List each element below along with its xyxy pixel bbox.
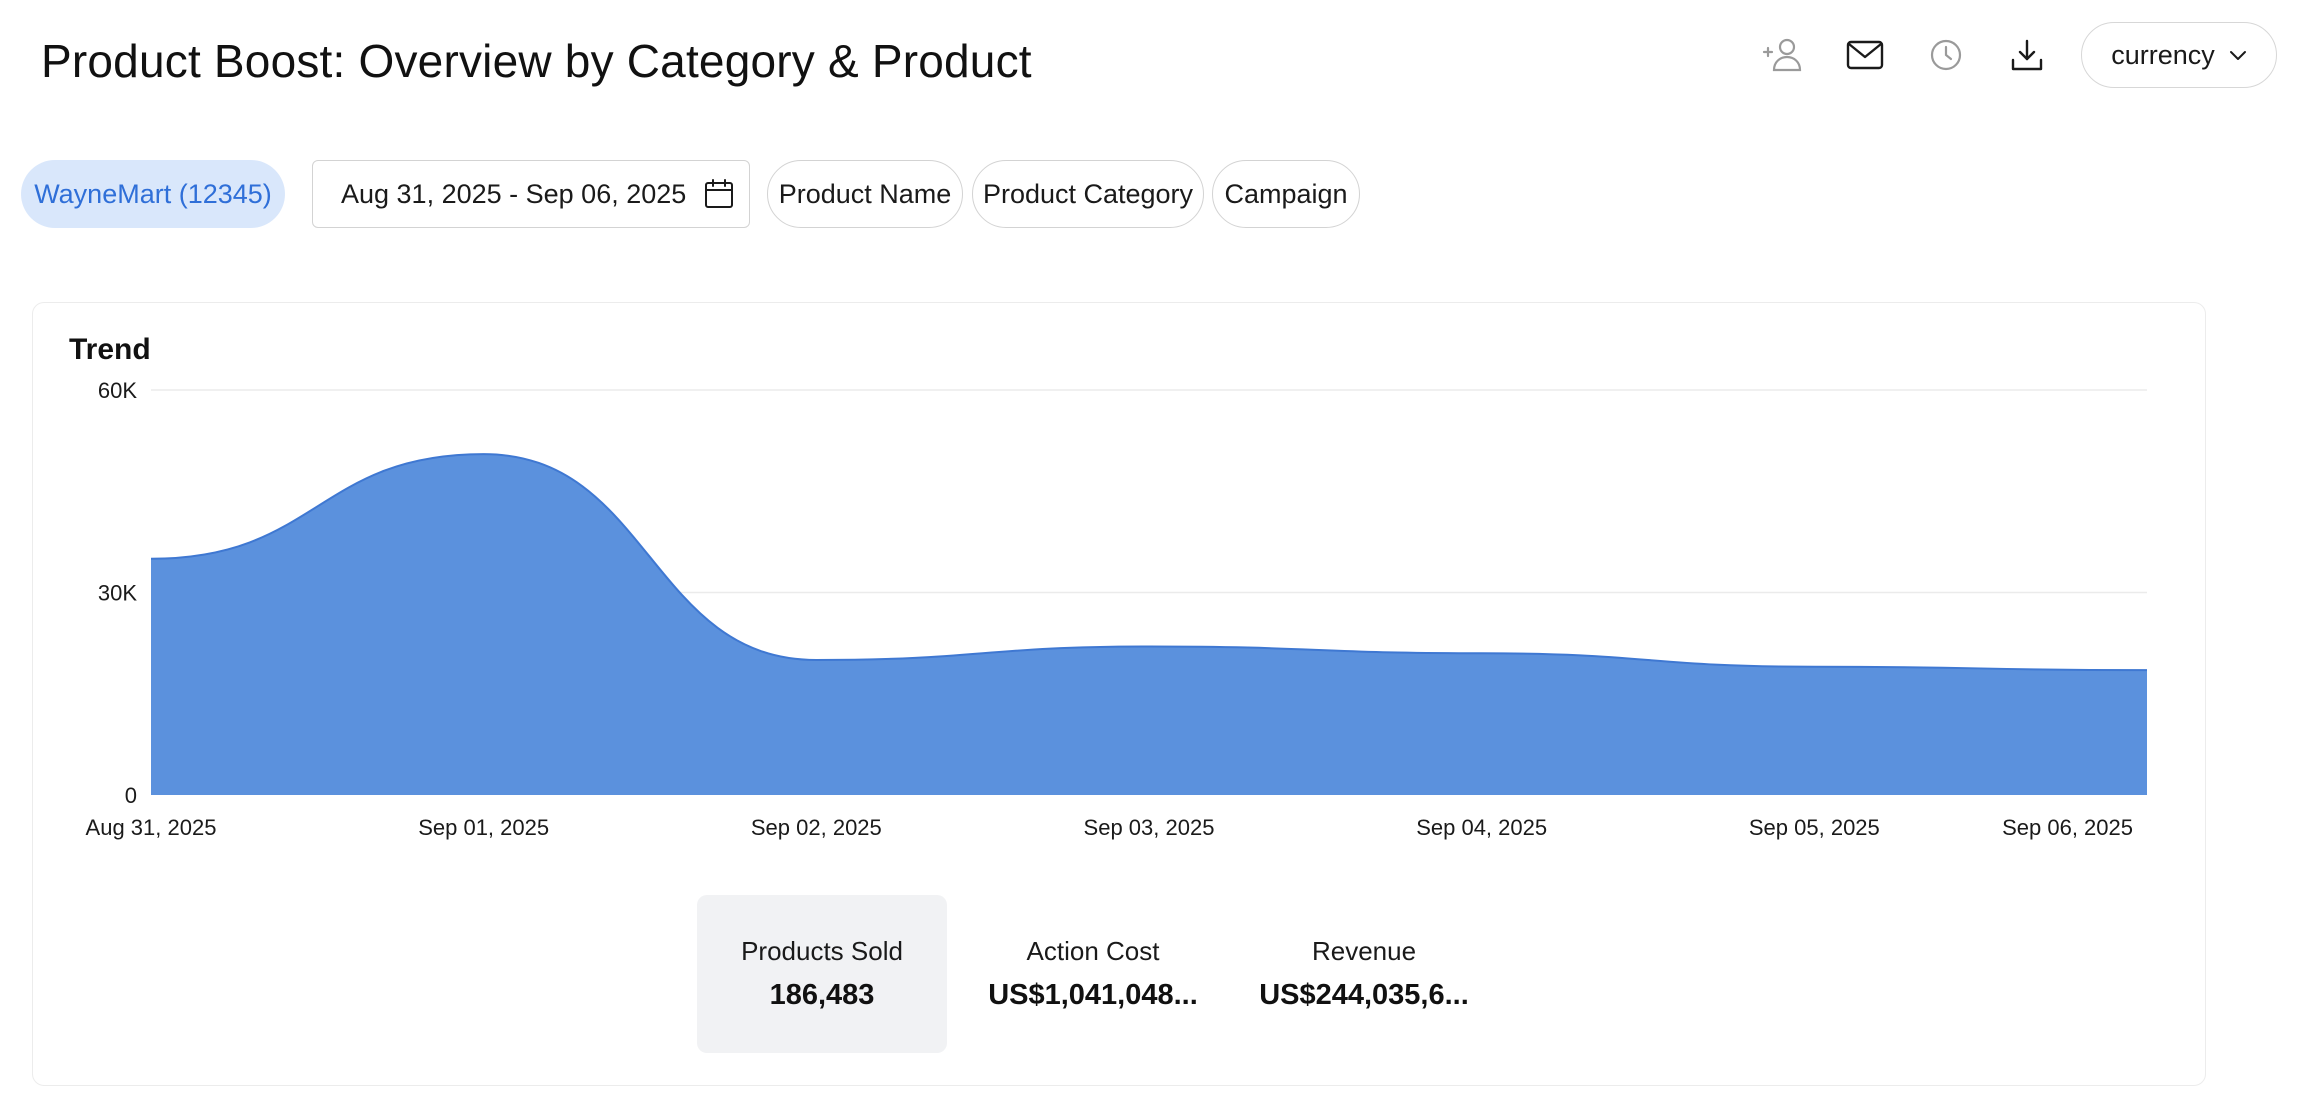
campaign-filter-label: Campaign xyxy=(1224,178,1348,209)
download-icon[interactable] xyxy=(2002,30,2052,80)
trend-title: Trend xyxy=(69,333,151,366)
y-tick-label: 0 xyxy=(125,783,137,808)
currency-label: currency xyxy=(2111,39,2215,70)
y-tick-label: 30K xyxy=(98,581,137,606)
metric-label: Action Cost xyxy=(1026,936,1160,966)
mail-icon[interactable] xyxy=(1840,30,1890,80)
x-tick-label: Aug 31, 2025 xyxy=(86,815,217,840)
x-tick-label: Sep 04, 2025 xyxy=(1416,815,1547,840)
metric-label: Products Sold xyxy=(741,936,903,966)
account-filter-chip[interactable]: WayneMart (12345) xyxy=(21,160,285,228)
x-tick-label: Sep 02, 2025 xyxy=(751,815,882,840)
product-name-filter-chip[interactable]: Product Name xyxy=(767,160,963,228)
metric-value: US$244,035,6... xyxy=(1259,979,1469,1011)
product-category-filter-label: Product Category xyxy=(982,178,1194,209)
x-tick-label: Sep 01, 2025 xyxy=(418,815,549,840)
series-area xyxy=(151,454,2147,795)
account-filter-label: WayneMart (12345) xyxy=(34,178,272,209)
series-line xyxy=(150,453,2148,672)
page-title: Product Boost: Overview by Category & Pr… xyxy=(41,35,1032,87)
calendar-icon xyxy=(705,179,734,208)
product-name-filter-label: Product Name xyxy=(778,178,952,209)
date-range-picker[interactable]: Aug 31, 2025 - Sep 06, 2025 xyxy=(312,160,750,228)
y-tick-label: 60K xyxy=(98,378,137,403)
metric-value: 186,483 xyxy=(769,979,875,1011)
metric-revenue[interactable]: Revenue US$244,035,6... xyxy=(1239,895,1489,1053)
date-range-label: Aug 31, 2025 - Sep 06, 2025 xyxy=(341,178,687,209)
metric-value: US$1,041,048... xyxy=(988,979,1198,1011)
x-tick-label: Sep 03, 2025 xyxy=(1084,815,1215,840)
x-tick-label: Sep 06, 2025 xyxy=(2002,815,2133,840)
x-tick-label: Sep 05, 2025 xyxy=(1749,815,1880,840)
metric-label: Revenue xyxy=(1311,936,1417,966)
chevron-down-icon xyxy=(2229,50,2246,60)
add-user-icon[interactable] xyxy=(1758,30,1808,80)
product-category-filter-chip[interactable]: Product Category xyxy=(972,160,1204,228)
trend-chart: 0 30K 60K Aug 31, 2025 Sep 01, 2025 Sep 02, 2… xyxy=(86,378,2148,840)
clock-icon[interactable] xyxy=(1921,30,1971,80)
metric-action-cost[interactable]: Action Cost US$1,041,048... xyxy=(968,895,1218,1053)
currency-select[interactable]: currency xyxy=(2081,22,2277,88)
metric-products-sold[interactable]: Products Sold 186,483 xyxy=(697,895,947,1053)
trend-card: Trend 0 30K 60K Aug 31, 2025 Sep 01, 2025 Sep… xyxy=(32,302,2206,1086)
campaign-filter-chip[interactable]: Campaign xyxy=(1212,160,1360,228)
